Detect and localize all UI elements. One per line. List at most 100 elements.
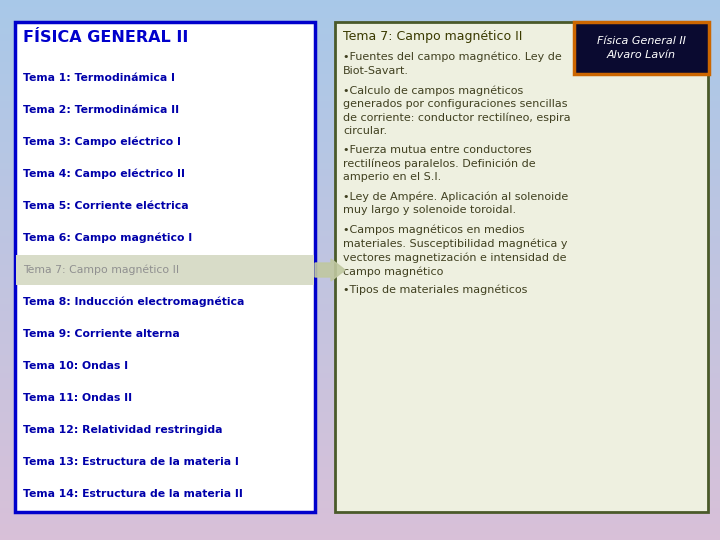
Text: Tema 6: Campo magnético I: Tema 6: Campo magnético I	[23, 233, 192, 243]
Bar	[0, 24, 720, 25]
Bar	[0, 187, 720, 189]
Bar	[0, 143, 720, 145]
Bar	[0, 438, 720, 440]
Bar	[0, 292, 720, 293]
Bar	[0, 193, 720, 194]
Bar	[0, 134, 720, 135]
Bar	[0, 314, 720, 316]
Bar	[0, 256, 720, 258]
Bar	[0, 86, 720, 87]
Bar	[0, 330, 720, 332]
Bar	[0, 74, 720, 76]
Bar	[0, 526, 720, 528]
Bar	[0, 113, 720, 115]
Bar	[0, 46, 720, 47]
Bar	[0, 140, 720, 141]
Bar	[0, 363, 720, 364]
Bar	[0, 539, 720, 540]
Bar	[0, 523, 720, 524]
Bar	[0, 226, 720, 227]
Bar	[0, 462, 720, 463]
Bar	[0, 519, 720, 521]
Bar	[0, 509, 720, 510]
Bar	[0, 476, 720, 478]
Bar	[0, 138, 720, 139]
Bar	[0, 249, 720, 251]
Bar	[0, 209, 720, 211]
Bar	[0, 345, 720, 346]
Bar	[0, 252, 720, 254]
Bar	[0, 227, 720, 228]
Bar	[0, 372, 720, 373]
Bar	[0, 431, 720, 432]
Bar	[0, 139, 720, 140]
Bar	[0, 366, 720, 367]
Bar	[0, 259, 720, 260]
Text: Tema 3: Campo eléctrico I: Tema 3: Campo eléctrico I	[23, 137, 181, 147]
Text: Tema 14: Estructura de la materia II: Tema 14: Estructura de la materia II	[23, 489, 243, 499]
Bar	[0, 4, 720, 5]
Bar	[0, 321, 720, 322]
Bar	[0, 377, 720, 378]
Bar	[0, 49, 720, 50]
Bar	[0, 251, 720, 252]
Bar	[0, 172, 720, 173]
Bar	[0, 512, 720, 513]
Bar	[0, 233, 720, 235]
Bar	[0, 356, 720, 357]
Bar	[0, 111, 720, 112]
Bar	[0, 408, 720, 409]
Bar	[0, 2, 720, 3]
Text: •Calculo de campos magnéticos
generados por configuraciones sencillas
de corrien: •Calculo de campos magnéticos generados …	[343, 85, 571, 136]
Bar	[0, 302, 720, 303]
Bar	[0, 443, 720, 444]
Bar	[0, 213, 720, 214]
Bar	[0, 263, 720, 265]
Bar	[0, 212, 720, 213]
FancyBboxPatch shape	[335, 22, 708, 512]
Bar	[0, 94, 720, 96]
Bar	[0, 525, 720, 526]
Bar	[0, 154, 720, 156]
Bar	[0, 487, 720, 489]
Bar	[0, 90, 720, 92]
Bar	[0, 418, 720, 420]
Bar	[0, 23, 720, 24]
Bar	[0, 480, 720, 481]
Bar	[0, 449, 720, 451]
Bar	[0, 35, 720, 36]
Bar	[0, 148, 720, 150]
Bar	[0, 217, 720, 219]
Bar	[0, 84, 720, 85]
Text: Tema 12: Relatividad restringida: Tema 12: Relatividad restringida	[23, 425, 222, 435]
Bar	[0, 393, 720, 394]
Bar	[0, 448, 720, 449]
Bar	[0, 416, 720, 417]
Bar	[0, 3, 720, 4]
Bar	[0, 289, 720, 291]
Bar	[0, 122, 720, 123]
Bar	[0, 243, 720, 244]
Bar	[0, 232, 720, 233]
Bar	[0, 471, 720, 472]
Bar	[0, 103, 720, 104]
Bar	[0, 293, 720, 294]
Bar	[0, 394, 720, 395]
Text: Tema 7: Campo magnético II: Tema 7: Campo magnético II	[343, 30, 523, 43]
Bar	[0, 117, 720, 119]
Bar	[0, 77, 720, 78]
Bar	[0, 482, 720, 483]
Bar	[0, 339, 720, 340]
Bar	[0, 27, 720, 28]
Bar	[0, 200, 720, 201]
Bar	[0, 258, 720, 259]
Bar	[0, 189, 720, 191]
Bar	[0, 98, 720, 100]
Bar	[0, 417, 720, 418]
FancyBboxPatch shape	[16, 255, 314, 285]
Bar	[0, 179, 720, 181]
Bar	[0, 38, 720, 39]
Bar	[0, 141, 720, 143]
Bar	[0, 208, 720, 209]
Bar	[0, 152, 720, 154]
